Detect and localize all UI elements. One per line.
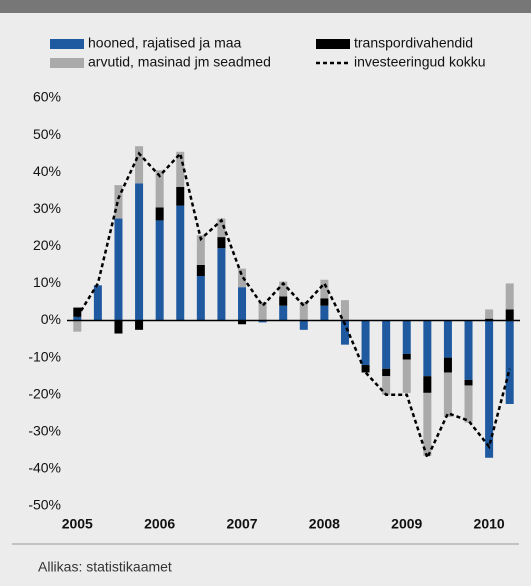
y-tick-label: 20% (33, 237, 61, 253)
bar-segment (196, 264, 205, 277)
bar-segment (73, 316, 82, 321)
bar-segment (279, 281, 288, 297)
bar-segment (320, 279, 329, 299)
bar-segment (320, 305, 329, 321)
bar-segment (135, 183, 144, 321)
bar-segment (73, 307, 82, 317)
bar-segment (340, 320, 349, 345)
bar-segment (340, 300, 349, 321)
legend-swatch (50, 39, 84, 49)
bar-segment (196, 276, 205, 321)
y-tick-label: 30% (33, 200, 61, 216)
bar-segment (485, 318, 494, 321)
y-tick-label: 10% (33, 274, 61, 290)
bar-segment (320, 298, 329, 306)
bar-segment (382, 376, 391, 395)
x-tick-label: 2010 (474, 516, 505, 532)
bar-segment (114, 320, 123, 334)
bar-segment (155, 170, 164, 208)
bar-segment (361, 365, 370, 373)
bar-segment (443, 372, 452, 417)
y-tick-label: 0% (41, 311, 61, 327)
y-tick-label: 50% (33, 126, 61, 142)
bar-segment (279, 305, 288, 321)
bar-segment (443, 320, 452, 358)
x-tick-label: 2009 (391, 516, 422, 532)
bar-segment (423, 392, 432, 456)
bar-segment (93, 285, 102, 321)
bar-segment (258, 302, 267, 321)
x-tick-label: 2005 (62, 516, 93, 532)
source: Allikas: statistikaamet (38, 559, 172, 575)
bar-segment (238, 320, 247, 325)
bar-segment (485, 309, 494, 319)
bar-segment (135, 320, 144, 330)
legend-swatch (50, 58, 84, 68)
bar-segment (238, 268, 247, 288)
bar-segment (464, 320, 473, 380)
bar-segment (299, 320, 308, 330)
bar-segment (155, 220, 164, 321)
bar-segment (279, 296, 288, 306)
bar-segment (217, 237, 226, 249)
bar-segment (485, 320, 494, 458)
x-tick-label: 2007 (226, 516, 257, 532)
bar-segment (361, 320, 370, 366)
x-tick-label: 2006 (144, 516, 175, 532)
bar-segment (258, 320, 267, 323)
bar-segment (423, 320, 432, 377)
y-tick-label: -20% (28, 385, 61, 401)
y-tick-label: 40% (33, 163, 61, 179)
bar-segment (196, 235, 205, 265)
legend-label: transpordivahendid (354, 35, 473, 51)
bar-segment (464, 379, 473, 386)
bar-segment (135, 146, 144, 184)
bar-segment (505, 283, 514, 310)
total-line (76, 151, 511, 462)
y-tick-label: -50% (28, 497, 61, 513)
bar-segment (299, 302, 308, 321)
bar-segment (176, 187, 185, 206)
bar-segment (73, 320, 82, 332)
bar-segment (464, 385, 473, 423)
top-band (0, 0, 531, 13)
legend-label: investeeringud kokku (354, 54, 486, 70)
bar-segment (155, 207, 164, 221)
bar-segment (217, 218, 226, 238)
y-tick-label: -10% (28, 348, 61, 364)
bar-segment (423, 376, 432, 393)
bar-segment (176, 205, 185, 321)
x-tick-label: 2008 (309, 516, 340, 532)
bar-segment (114, 185, 123, 219)
bar-segment (382, 320, 391, 369)
legend-swatch (316, 39, 350, 49)
bar-segment (217, 248, 226, 321)
legend-label: arvutid, masinad jm seadmed (88, 54, 271, 70)
bar-segment (402, 320, 411, 354)
legend-label: hooned, rajatised ja maa (88, 35, 242, 51)
bar-segment (402, 359, 411, 393)
bar-segment (505, 309, 514, 321)
bar-segment (382, 368, 391, 377)
y-tick-label: -30% (28, 423, 61, 439)
bar-segment (443, 357, 452, 373)
bar-segment (238, 287, 247, 321)
y-tick-label: 60% (33, 89, 61, 105)
y-tick-label: -40% (28, 460, 61, 476)
bar-segment (402, 353, 411, 360)
bar-segment (176, 151, 185, 188)
bar-segment (505, 320, 514, 404)
bar-segment (114, 218, 123, 321)
